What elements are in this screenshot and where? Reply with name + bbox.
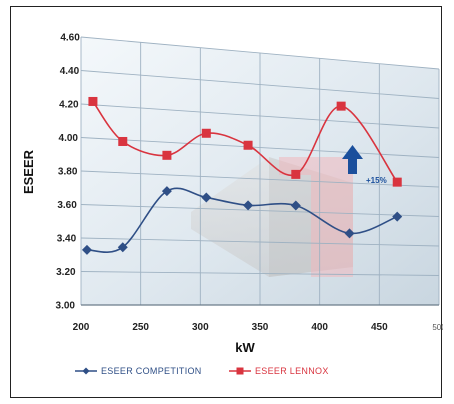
series-layer (81, 96, 403, 255)
y-tick-label: 3.00 (56, 301, 76, 312)
x-tick-labels: 200 250 300 350 400 450 500 (73, 322, 443, 333)
y-axis-title: ESEER (21, 149, 36, 194)
data-point-competition (81, 244, 92, 255)
data-point-lennox (392, 177, 402, 187)
x-tick-label: 250 (132, 322, 149, 333)
y-tick-label: 4.20 (59, 100, 79, 111)
y-tick-labels: 3.00 3.20 3.40 3.60 3.80 4.00 4.20 4.40 4.60 (56, 33, 81, 312)
data-point-competition (392, 211, 403, 222)
x-tick-label: 200 (73, 322, 90, 333)
x-tick-label: 400 (311, 322, 328, 333)
legend-square-marker (236, 367, 244, 375)
legend-item-lennox: ESEER LENNOX (229, 366, 329, 376)
legend-label-lennox: ESEER LENNOX (255, 366, 329, 376)
increase-arrow-icon (342, 145, 363, 174)
legend-diamond-marker (82, 367, 90, 375)
x-tick-label: 300 (192, 322, 209, 333)
chart-frame: 3.00 3.20 3.40 3.60 3.80 4.00 4.20 4.40 4.60 200… (10, 6, 443, 398)
data-point-lennox (162, 150, 172, 160)
series-line-competition (86, 187, 398, 254)
y-tick-label: 3.80 (58, 167, 78, 178)
data-point-lennox (118, 136, 128, 146)
data-point-competition (344, 228, 355, 239)
legend: ESEER COMPETITION ESEER LENNOX (75, 366, 329, 376)
data-point-lennox (243, 140, 253, 150)
data-point-lennox (336, 101, 346, 111)
y-tick-label: 3.40 (57, 234, 77, 245)
x-tick-label: 500 (432, 323, 443, 332)
annotation-percent: +15% (366, 176, 387, 185)
y-tick-label: 4.60 (60, 33, 80, 44)
x-axis-title: kW (235, 340, 255, 355)
legend-item-competition: ESEER COMPETITION (75, 366, 202, 376)
y-tick-label: 3.60 (57, 200, 77, 211)
data-point-competition (117, 242, 128, 253)
y-tick-label: 4.00 (59, 133, 79, 144)
grid-lines (80, 36, 440, 306)
data-point-lennox (88, 96, 98, 106)
x-tick-label: 350 (252, 322, 269, 333)
data-point-lennox (201, 128, 211, 138)
data-point-competition (290, 200, 301, 211)
eseer-chart: 3.00 3.20 3.40 3.60 3.80 4.00 4.20 4.40 4.60 200… (21, 33, 443, 377)
legend-label-competition: ESEER COMPETITION (101, 366, 202, 376)
background-illustration (191, 157, 353, 277)
highlight-shape (279, 157, 353, 277)
data-point-competition (201, 192, 212, 203)
y-tick-label: 4.40 (60, 66, 80, 77)
y-tick-label: 3.20 (56, 267, 76, 278)
data-point-lennox (291, 169, 301, 179)
data-point-competition (161, 186, 172, 197)
x-tick-label: 450 (371, 322, 388, 333)
data-point-competition (243, 200, 254, 211)
